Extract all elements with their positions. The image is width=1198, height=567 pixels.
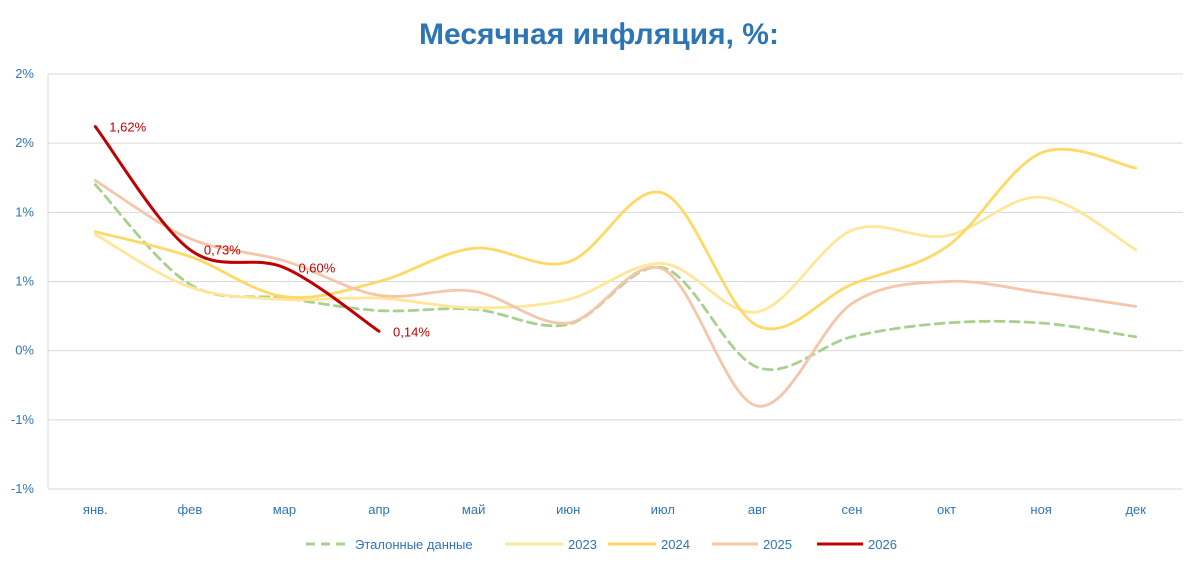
legend-label: 2024 xyxy=(661,537,690,552)
data-label: 0,73% xyxy=(204,243,241,258)
x-tick-label: апр xyxy=(368,502,390,517)
x-tick-label: май xyxy=(462,502,485,517)
x-tick-label: июл xyxy=(651,502,675,517)
series-line-3 xyxy=(93,179,1138,408)
y-tick-label: 2% xyxy=(15,135,34,150)
y-tick-label: 1% xyxy=(15,204,34,219)
series-line-1 xyxy=(93,195,1138,314)
x-tick-label: июн xyxy=(556,502,580,517)
y-tick-label: 0% xyxy=(15,343,34,358)
x-tick-label: дек xyxy=(1125,502,1146,517)
series-line-4 xyxy=(93,125,381,333)
y-tick-label: 1% xyxy=(15,274,34,289)
data-label: 0,60% xyxy=(298,261,335,276)
data-label: 0,14% xyxy=(393,324,430,339)
x-tick-label: фев xyxy=(177,502,202,517)
y-tick-label: -1% xyxy=(11,481,35,496)
legend-label: Эталонные данные xyxy=(355,537,473,552)
series-line-2 xyxy=(93,147,1138,331)
x-tick-label: ноя xyxy=(1030,502,1051,517)
y-tick-label: 2% xyxy=(15,66,34,81)
legend-label: 2026 xyxy=(868,537,897,552)
x-tick-label: авг xyxy=(748,502,767,517)
x-tick-label: мар xyxy=(273,502,296,517)
x-tick-label: окт xyxy=(937,502,956,517)
x-tick-label: сен xyxy=(841,502,862,517)
legend-label: 2025 xyxy=(763,537,792,552)
chart-title: Месячная инфляция, %: xyxy=(419,18,779,51)
legend-label: 2023 xyxy=(568,537,597,552)
x-tick-label: янв. xyxy=(83,502,108,517)
data-label: 1,62% xyxy=(109,120,146,135)
y-tick-label: -1% xyxy=(11,412,35,427)
